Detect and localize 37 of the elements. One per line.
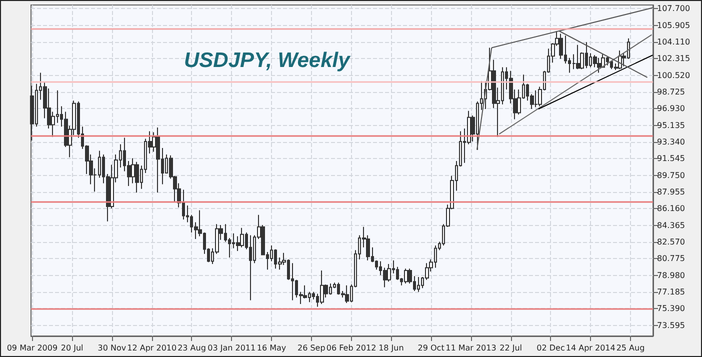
y-tick-label: 93.340: [657, 138, 685, 147]
y-tick-label: 86.160: [657, 204, 685, 214]
x-tick-label: 22 Jul: [500, 344, 522, 352]
text: USDJPY, Weekly: [184, 49, 352, 72]
x-tick-label: 06 Feb 2012: [326, 344, 376, 352]
y-tick-label: 75.390: [657, 304, 685, 314]
y-tick-label: 98.725: [657, 88, 685, 97]
x-tick-label: 26 Sep: [298, 344, 326, 352]
x-tick-label: 20 Jul: [60, 344, 84, 352]
x-tick-label: 30 Nov: [98, 344, 126, 352]
y-tick-label: 89.750: [657, 170, 685, 180]
x-tick-label: 14 Apr 2014: [566, 344, 616, 352]
y-tick-label: 102.315: [657, 54, 690, 64]
y-tick-label: 78.980: [657, 270, 685, 280]
y-tick-label: 100.520: [657, 70, 690, 80]
x-tick-label: 11 Mar 2013: [446, 344, 496, 352]
y-tick-label: 104.110: [657, 38, 690, 47]
y-tick-label: 84.365: [657, 220, 685, 230]
y-tick-label: 73.595: [657, 320, 685, 330]
y-tick-label: 107.700: [657, 4, 690, 14]
y-tick-label: 95.135: [657, 120, 685, 130]
x-tick-label: 16 May: [256, 344, 286, 352]
x-tick-label: 18 Jun: [378, 344, 404, 352]
x-tick-label: 03 Jan 2011: [208, 344, 256, 352]
y-tick-label: 87.955: [657, 188, 685, 197]
y-tick-label: 91.545: [657, 154, 685, 164]
y-tick-label: 80.775: [657, 254, 685, 264]
x-tick-label: 02 Dec: [536, 344, 565, 352]
x-tick-label: 09 Mar 2009: [6, 344, 58, 352]
x-tick-label: 23 Aug: [178, 344, 206, 352]
x-tick-label: 25 Aug: [616, 344, 645, 352]
y-tick-label: 96.930: [657, 104, 685, 114]
x-tick-label: 12 Apr 2010: [127, 344, 177, 352]
y-tick-label: 77.185: [657, 288, 685, 297]
y-tick-label: 82.570: [657, 238, 685, 247]
y-tick-label: 105.905: [657, 20, 690, 30]
x-tick-label: 29 Oct: [418, 344, 444, 352]
